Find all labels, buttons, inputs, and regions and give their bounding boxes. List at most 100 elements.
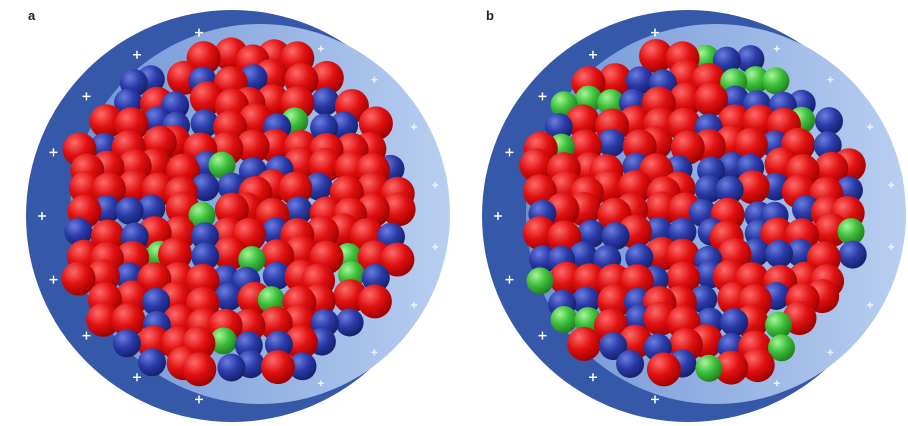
blue-sphere [568, 241, 597, 270]
green-sphere [768, 334, 795, 362]
red-sphere [212, 236, 247, 271]
red-sphere [735, 170, 770, 205]
plus-sign [773, 45, 780, 52]
red-sphere [639, 39, 673, 73]
plus-sign [589, 373, 597, 382]
red-sphere [519, 148, 554, 183]
blue-sphere [284, 196, 313, 225]
plus-sign [133, 50, 141, 59]
panel [26, 10, 450, 422]
plus-sign [888, 243, 895, 250]
green-sphere [550, 306, 578, 333]
plus-sign [589, 50, 597, 59]
blue-sphere [765, 240, 794, 268]
blue-sphere [191, 222, 219, 251]
red-sphere [89, 104, 124, 139]
green-sphere [765, 311, 792, 339]
red-sphere [357, 284, 392, 319]
green-sphere [526, 267, 554, 295]
plus-sign [38, 212, 46, 220]
plus-sign [49, 148, 58, 157]
blue-sphere [262, 261, 291, 290]
red-sphere [381, 192, 416, 227]
blue-sphere [544, 113, 573, 142]
plus-sign [538, 92, 547, 101]
plus-sign [773, 380, 780, 387]
blue-sphere [715, 175, 744, 204]
red-sphere [567, 326, 602, 361]
plus-sign [195, 395, 204, 404]
plus-sign [317, 380, 324, 387]
blue-sphere [138, 348, 166, 377]
plus-sign [195, 28, 204, 37]
blue-sphere [214, 282, 243, 311]
red-sphere [278, 171, 313, 206]
blue-sphere [288, 352, 317, 381]
blue-sphere [361, 263, 390, 292]
plus-sign [867, 124, 874, 130]
blue-sphere [572, 286, 601, 315]
plus-sign [82, 331, 91, 340]
plus-sign [827, 76, 834, 83]
blue-sphere [311, 87, 340, 116]
plus-sign [888, 182, 895, 189]
red-sphere [380, 242, 415, 277]
blue-sphere [190, 109, 219, 138]
blue-sphere [115, 196, 144, 225]
red-sphere [669, 82, 704, 117]
panel [482, 10, 906, 422]
plus-sign [432, 182, 439, 189]
red-sphere [740, 348, 775, 383]
red-sphere [61, 261, 96, 296]
blue-sphere [112, 329, 141, 358]
green-sphere [742, 66, 770, 94]
plus-sign [505, 275, 514, 284]
red-sphere [284, 325, 318, 360]
plus-sign [651, 395, 660, 404]
red-sphere [618, 324, 653, 359]
blue-sphere [616, 350, 645, 378]
green-sphere [597, 89, 625, 117]
plus-sign [82, 92, 91, 101]
plus-sign [651, 28, 660, 37]
blue-sphere [335, 308, 364, 337]
green-sphere [695, 354, 723, 382]
panel-label: a [28, 8, 36, 23]
plus-sign [505, 148, 514, 157]
red-sphere [814, 151, 849, 186]
red-sphere [733, 127, 768, 162]
blue-sphere [720, 308, 749, 337]
blue-sphere [625, 243, 654, 272]
red-sphere [619, 264, 654, 299]
blue-sphere [599, 332, 628, 361]
plus-sign [371, 349, 378, 356]
plus-sign [411, 124, 418, 130]
blue-sphere [601, 222, 630, 250]
red-sphere [235, 129, 270, 164]
plus-sign [494, 212, 502, 220]
plus-sign [411, 302, 418, 308]
red-sphere [358, 106, 393, 141]
green-sphere [762, 67, 790, 95]
blue-sphere [597, 128, 626, 157]
panel-label: b [486, 8, 494, 23]
red-sphere [714, 350, 749, 385]
plus-sign [317, 45, 324, 52]
blue-sphere [217, 353, 246, 382]
green-sphere [238, 246, 266, 274]
blue-sphere [64, 217, 93, 246]
plus-sign [371, 76, 378, 83]
red-sphere [522, 174, 557, 209]
blue-sphere [668, 217, 697, 246]
blue-sphere [142, 287, 171, 316]
blue-sphere [191, 242, 220, 271]
blue-sphere [815, 107, 843, 136]
red-sphere [260, 350, 295, 385]
green-sphere [208, 151, 236, 179]
plus-sign [432, 243, 439, 250]
red-sphere [111, 303, 146, 337]
red-sphere [309, 60, 344, 95]
plus-sign [133, 373, 141, 382]
red-sphere [565, 104, 600, 139]
